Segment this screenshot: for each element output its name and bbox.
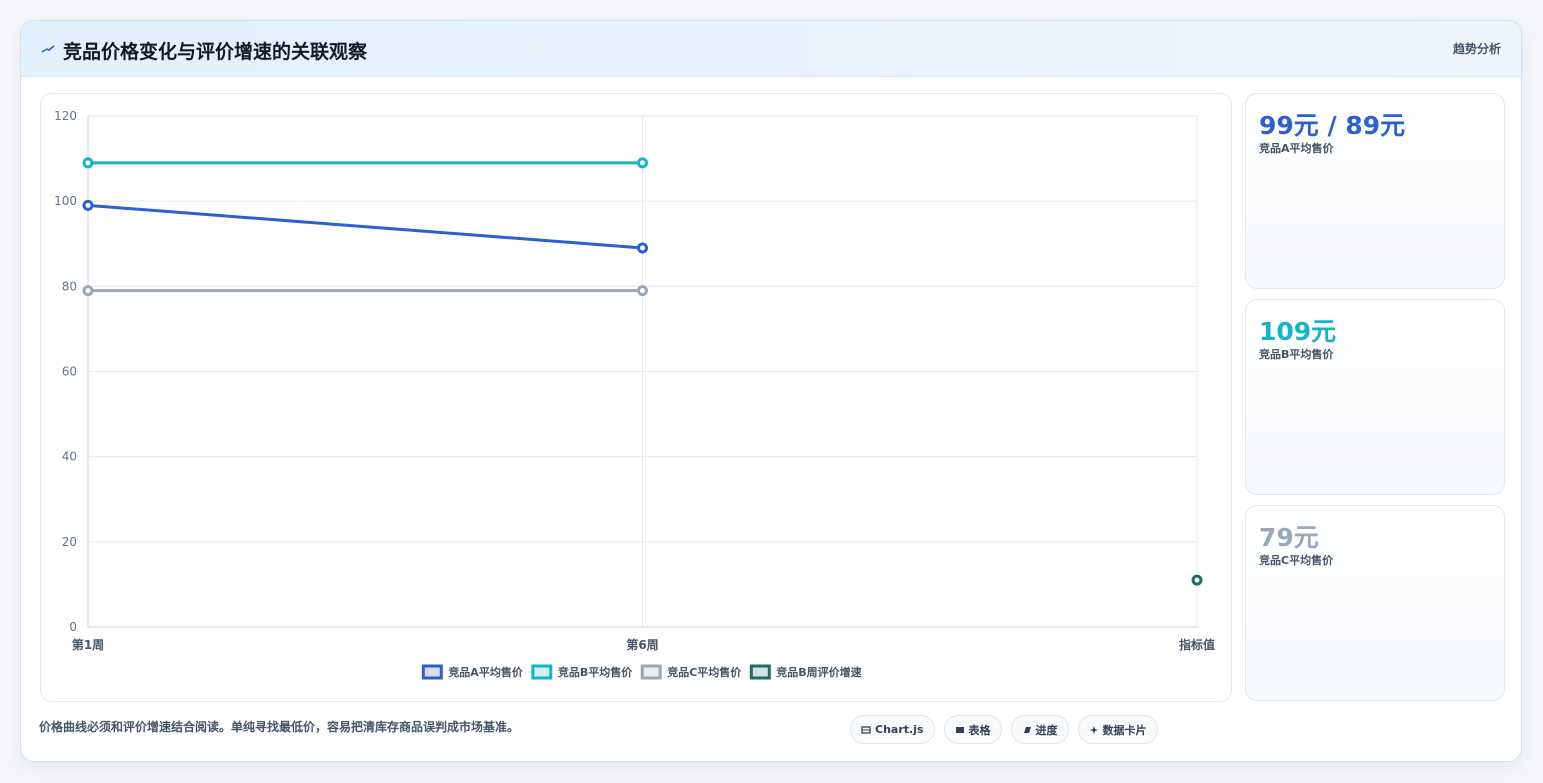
data-point [82, 199, 94, 211]
legend-label: 竞品B平均售价 [558, 665, 633, 679]
legend-label: 竞品C平均售价 [667, 665, 742, 679]
header-tag: 趋势分析 [1452, 42, 1501, 56]
stat-card: 109元竞品B平均售价 [1245, 299, 1505, 495]
data-point [1191, 574, 1203, 586]
y-tick-label: 0 [69, 620, 77, 634]
header: 竞品价格变化与评价增速的关联观察 趋势分析 [21, 21, 1521, 77]
button-label[interactable]: Chart.js [875, 723, 924, 736]
stat-value: 109元 [1259, 317, 1337, 346]
x-tick-label: 第1周 [72, 637, 104, 652]
toolbar-button[interactable]: Chart.js [850, 715, 935, 744]
button-label[interactable]: 表格 [968, 723, 991, 737]
button-icon [1089, 725, 1098, 734]
data-point [82, 157, 94, 169]
legend: 竞品A平均售价 竞品B平均售价 竞品C平均售价 竞品B周评价增速 [421, 664, 862, 680]
toolbar-button[interactable]: 数据卡片 [1077, 715, 1158, 744]
header-title: 竞品价格变化与评价增速的关联观察 [63, 41, 368, 63]
stat-value: 99元 / 89元 [1259, 111, 1406, 140]
legend-swatch [640, 664, 662, 680]
button-icon [1023, 726, 1031, 733]
toolbar-button[interactable]: 表格 [943, 715, 1002, 744]
y-tick-label: 120 [54, 109, 77, 123]
y-tick-label: 100 [54, 194, 77, 208]
x-tick-label: 指标值 [1179, 637, 1215, 652]
stat-card: 79元竞品C平均售价 [1245, 505, 1505, 701]
button-label[interactable]: 数据卡片 [1102, 723, 1147, 737]
footer-note: 价格曲线必须和评价增速结合阅读。单纯寻找最低价，容易把清库存商品误判成市场基准。 [39, 720, 520, 734]
chart-panel: 0 20 40 60 80 100 120 第1周 第6周 指标值 竞品A平均售价 竞品B平均售价 竞品… [40, 93, 1232, 702]
button-label[interactable]: 进度 [1035, 723, 1058, 737]
stat-label: 竞品A平均售价 [1259, 142, 1334, 155]
y-tick-label: 40 [62, 450, 77, 464]
x-tick-label: 第6周 [626, 637, 658, 652]
y-tick-label: 80 [62, 279, 77, 293]
legend-item: 竞品B平均售价 [531, 664, 633, 680]
y-tick-label: 20 [62, 535, 77, 549]
data-point [637, 242, 648, 254]
legend-swatch [749, 664, 771, 680]
stat-label: 竞品B平均售价 [1259, 348, 1334, 361]
button-icon [861, 725, 871, 734]
button-icon [955, 726, 964, 733]
legend-label: 竞品A平均售价 [448, 665, 524, 679]
data-point [637, 157, 648, 169]
data-point [82, 285, 94, 297]
legend-item: 竞品C平均售价 [640, 664, 742, 680]
y-tick-label: 60 [62, 365, 77, 379]
legend-swatch [531, 664, 553, 680]
legend-item: 竞品A平均售价 [421, 664, 524, 680]
legend-swatch [421, 664, 443, 680]
stat-card: 99元 / 89元竞品A平均售价 [1245, 93, 1505, 289]
button-row: Chart.js 表格 进度 数据卡片 [850, 715, 1158, 744]
stat-value: 79元 [1259, 523, 1319, 552]
legend-item: 竞品B周评价增速 [749, 664, 862, 680]
series-line [87, 203, 643, 250]
dashboard-card: 竞品价格变化与评价增速的关联观察 趋势分析 0 20 40 60 80 100 120 第1周… [20, 20, 1522, 762]
stat-label: 竞品C平均售价 [1259, 554, 1334, 567]
header-icon [41, 45, 55, 53]
legend-label: 竞品B周评价增速 [776, 665, 861, 679]
toolbar-button[interactable]: 进度 [1010, 715, 1069, 744]
data-point [637, 285, 648, 297]
